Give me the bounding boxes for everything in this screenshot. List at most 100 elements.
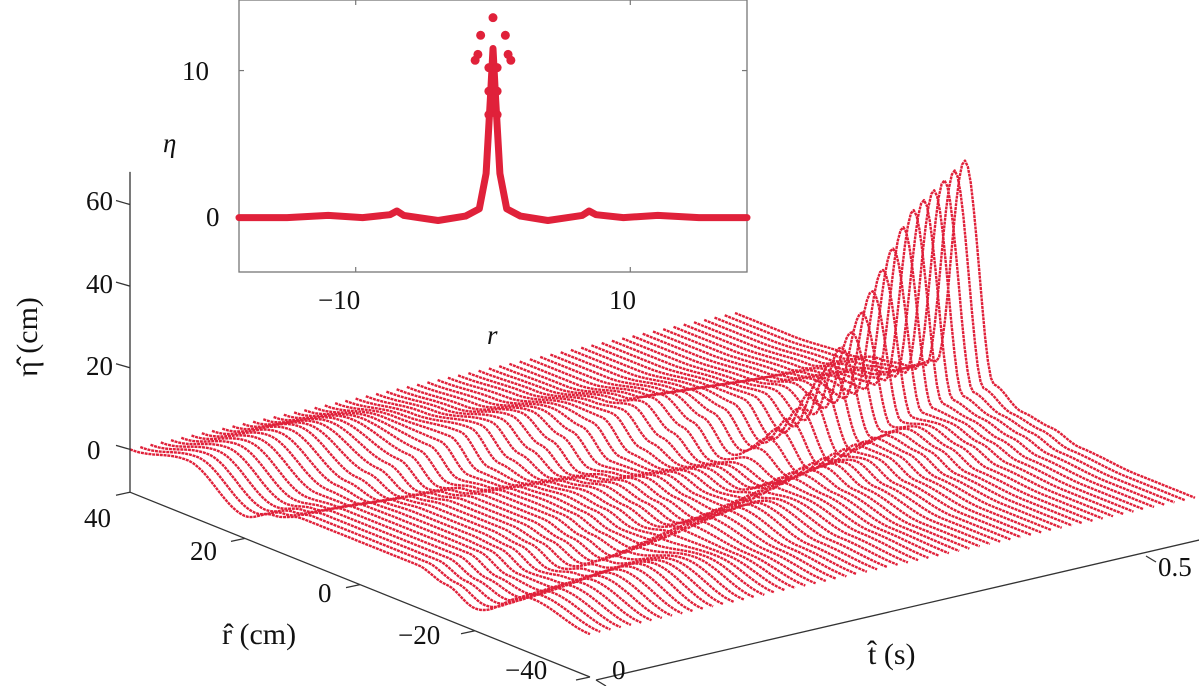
waterfall-line: [396, 388, 858, 576]
waterfall-line: [498, 364, 960, 553]
waterfall-line: [314, 406, 776, 594]
waterfall-line: [242, 422, 704, 610]
inset-data-point: [500, 30, 510, 40]
waterfall-line: [693, 198, 1155, 509]
waterfall-line: [488, 367, 950, 555]
waterfall-line: [703, 189, 1165, 506]
waterfall-line: [334, 401, 796, 590]
inset-data: [235, 13, 751, 224]
r-axis-label: r̂ (cm): [222, 618, 297, 651]
waterfall-line: [447, 376, 909, 564]
waterfall-line: [303, 408, 765, 596]
waterfall-line: [426, 381, 888, 569]
inset-data-point: [484, 110, 494, 120]
r-tick: [115, 491, 131, 496]
waterfall-line: [180, 436, 642, 624]
r-tick: [345, 583, 361, 589]
z-tick: [115, 281, 131, 287]
inset-x-label: r: [487, 320, 498, 350]
inset-data-point: [492, 110, 502, 120]
waterfall-line: [590, 344, 1052, 532]
z-tick-label: 60: [86, 186, 113, 216]
inset-x-tick-label: 10: [609, 285, 636, 315]
r-tick: [575, 676, 591, 681]
waterfall-line: [211, 429, 673, 617]
waterfall-line: [478, 369, 940, 557]
t-tick-label: 0: [612, 655, 626, 685]
waterfall-line: [539, 355, 1001, 543]
r-tick-label: 0: [318, 578, 332, 608]
r-tick: [230, 537, 246, 543]
waterfall-line: [262, 418, 724, 606]
z-tick-label: 0: [87, 435, 101, 465]
waterfall-line: [355, 397, 817, 585]
waterfall-line: [621, 331, 1083, 525]
inset-data-point: [503, 49, 513, 59]
z-tick-label: 40: [86, 269, 113, 299]
waterfall-line: [519, 360, 981, 548]
waterfall-line: [293, 411, 755, 599]
inset-profile-line: [235, 45, 751, 224]
inset-data-point: [484, 63, 494, 73]
inset-frame: [238, 0, 748, 273]
t-axis-line: [595, 539, 1199, 681]
z-tick-label: 20: [86, 351, 113, 381]
inset-data-point: [476, 30, 486, 40]
waterfall-line: [508, 362, 970, 550]
r-tick: [460, 630, 476, 635]
waterfall-line: [324, 404, 786, 592]
inset-y-tick-label: 10: [182, 56, 209, 86]
waterfall-line: [662, 247, 1124, 516]
inset-y-label: η: [163, 128, 177, 158]
waterfall-line: [273, 415, 735, 603]
waterfall-line: [580, 346, 1042, 534]
z-tick: [115, 363, 131, 369]
waterfall-line: [344, 399, 806, 587]
waterfall-line: [611, 339, 1073, 527]
t-axis-label: t̂ (s): [868, 638, 916, 671]
waterfall-line: [734, 159, 1196, 499]
z-axis-label: η̂ (cm): [10, 297, 44, 377]
inset-data-point: [484, 86, 494, 96]
waterfall-line: [416, 383, 878, 571]
r-tick-label: 20: [190, 536, 217, 566]
waterfall-line: [570, 348, 1032, 536]
waterfall-line: [170, 438, 632, 627]
r-tick-label: −20: [398, 620, 441, 650]
waterfall-line: [560, 351, 1022, 539]
inset-data-point: [488, 13, 498, 23]
waterfall-line: [129, 448, 591, 636]
z-tick: [115, 444, 131, 450]
waterfall-line: [714, 179, 1175, 504]
waterfall-line: [601, 341, 1063, 529]
inset-data-point: [492, 63, 502, 73]
waterfall-line: [221, 427, 683, 615]
waterfall-line: [652, 268, 1114, 518]
waterfall-line: [191, 434, 653, 622]
waterfall-line: [673, 226, 1134, 513]
waterfall-line: [437, 378, 899, 566]
waterfall-line: [632, 311, 1093, 523]
inset-data-point: [492, 86, 502, 96]
waterfall-lines: [129, 159, 1196, 636]
waterfall-line: [683, 208, 1145, 511]
waterfall-line: [529, 358, 991, 546]
waterfall-line: [283, 413, 745, 601]
waterfall-line: [232, 425, 693, 613]
waterfall-line: [201, 432, 663, 620]
t-tick-label: 0.5: [1158, 552, 1192, 582]
inset-y-tick-label: 0: [206, 202, 220, 232]
waterfall-line: [549, 353, 1011, 541]
waterfall-line: [642, 290, 1104, 520]
inset-x-tick-label: −10: [318, 285, 361, 315]
z-tick: [115, 199, 131, 206]
waterfall-line: [406, 385, 868, 573]
t-tick: [1145, 555, 1157, 563]
waterfall-line: [457, 374, 919, 562]
r-tick-label: −40: [505, 655, 548, 685]
waterfall-line: [467, 371, 929, 560]
waterfall-line: [375, 392, 837, 580]
main-axes: [115, 171, 1199, 686]
waterfall-line: [724, 169, 1186, 502]
